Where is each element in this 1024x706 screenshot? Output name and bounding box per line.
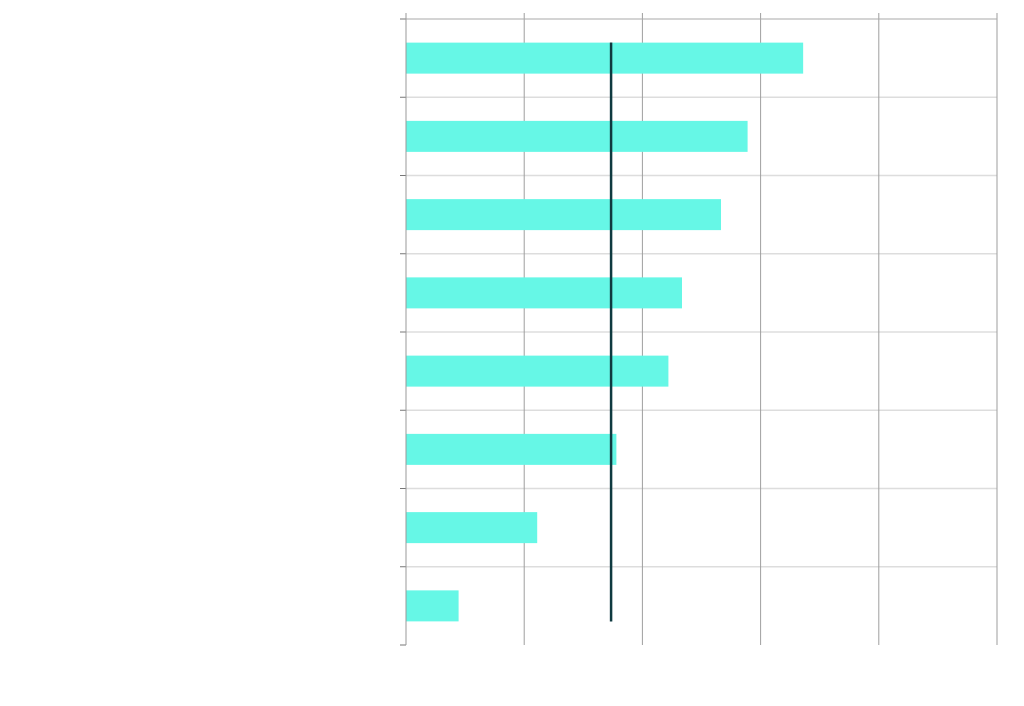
bars bbox=[406, 42, 804, 622]
axes bbox=[400, 13, 407, 646]
bar bbox=[406, 42, 804, 74]
bar bbox=[406, 120, 748, 152]
grid bbox=[405, 13, 998, 645]
bar bbox=[406, 590, 459, 622]
bar bbox=[406, 433, 617, 465]
bar bbox=[406, 277, 682, 309]
bar bbox=[406, 512, 538, 544]
bar bbox=[406, 355, 669, 387]
bar bbox=[406, 199, 722, 231]
